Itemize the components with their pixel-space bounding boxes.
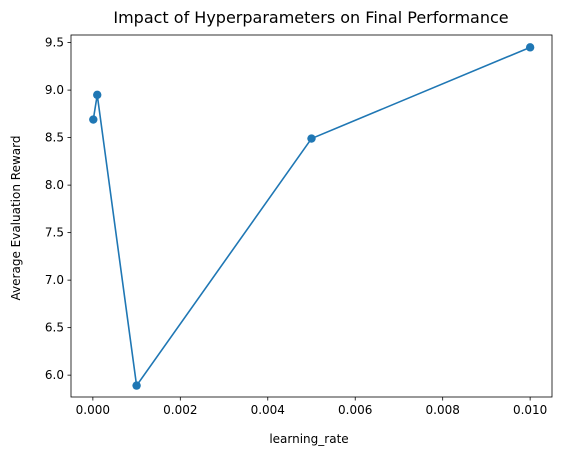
y-tick-label: 9.5 (45, 36, 64, 50)
x-tick-label: 0.008 (426, 403, 460, 417)
x-tick-label: 0.006 (338, 403, 372, 417)
data-point-marker (307, 134, 315, 142)
y-tick-label: 6.0 (45, 368, 64, 382)
y-tick-label: 7.5 (45, 226, 64, 240)
y-tick-label: 8.0 (45, 178, 64, 192)
x-tick-label: 0.004 (251, 403, 285, 417)
x-tick-label: 0.002 (163, 403, 197, 417)
x-axis-label: learning_rate (269, 432, 348, 446)
y-tick-label: 7.0 (45, 273, 64, 287)
x-tick-label: 0.000 (76, 403, 110, 417)
plot-area (71, 35, 552, 397)
data-point-marker (89, 115, 97, 123)
x-tick-label: 0.010 (513, 403, 547, 417)
y-tick-label: 8.5 (45, 131, 64, 145)
data-point-marker (132, 381, 140, 389)
chart-title: Impact of Hyperparameters on Final Perfo… (113, 8, 508, 27)
y-tick-label: 6.5 (45, 321, 64, 335)
y-axis-label: Average Evaluation Reward (9, 136, 23, 301)
data-point-marker (93, 91, 101, 99)
y-tick-label: 9.0 (45, 83, 64, 97)
data-point-marker (526, 43, 534, 51)
